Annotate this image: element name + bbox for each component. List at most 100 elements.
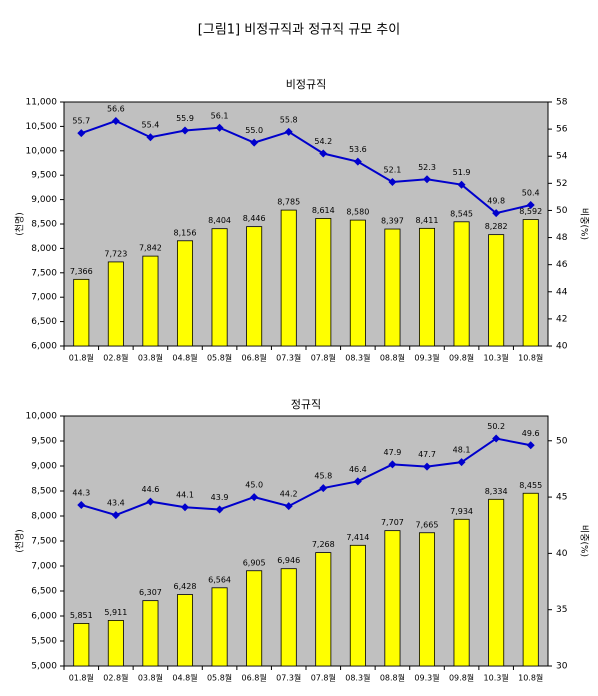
line-label: 53.6 (349, 145, 367, 154)
line (80, 119, 531, 215)
line-marker (457, 458, 466, 467)
line-marker (319, 484, 328, 493)
bar (73, 623, 90, 667)
line-marker (526, 441, 535, 450)
bar-label: 8,785 (277, 198, 300, 207)
y-tick-label: 8,000 (31, 512, 57, 522)
line-label: 55.7 (72, 117, 90, 126)
x-tick-label: 07.3월 (276, 673, 301, 683)
y-tick-label: 9,000 (31, 195, 57, 205)
x-tick-label: 01.8월 (69, 353, 94, 363)
y-tick-label: 9,500 (31, 437, 57, 447)
line-label: 44.6 (142, 485, 160, 494)
x-tick-label: 10.3월 (484, 673, 509, 683)
line-marker (492, 209, 501, 218)
bar-label: 5,911 (104, 608, 127, 617)
bar (418, 227, 436, 347)
chart-title: 정규직 (291, 398, 321, 411)
line-label: 50.4 (522, 189, 540, 198)
line-label: 54.2 (314, 137, 332, 146)
x-tick-label: 03.8월 (138, 673, 163, 683)
x-tick-label: 09.8월 (449, 353, 474, 363)
line-label: 46.4 (349, 465, 367, 474)
y2-tick-label: 30 (556, 662, 568, 672)
y-tick-label: 9,000 (31, 462, 57, 472)
bar (107, 620, 124, 667)
x-tick-label: 03.8월 (138, 353, 163, 363)
line-label: 56.1 (211, 111, 229, 120)
line-label: 45.0 (245, 481, 263, 490)
line-marker (388, 177, 397, 186)
y2-tick-label: 50 (556, 436, 568, 446)
line-label: 51.9 (453, 168, 471, 177)
y-tick-label: 10,000 (26, 412, 58, 422)
line-marker (146, 497, 155, 506)
x-tick-label: 09.3월 (414, 353, 439, 363)
line-label: 45.8 (314, 472, 332, 481)
x-tick-label: 10.3월 (484, 353, 509, 363)
y-tick-label: 5,500 (31, 637, 57, 647)
line-marker (526, 201, 535, 210)
y2-tick-label: 56 (556, 125, 568, 135)
line-label: 47.9 (384, 448, 402, 457)
line-marker (284, 502, 293, 511)
y-tick-label: 7,000 (31, 293, 57, 303)
line-marker (111, 511, 120, 520)
y2-tick-label: 44 (556, 287, 568, 297)
line-marker (111, 116, 120, 125)
bar-label: 7,665 (416, 520, 439, 529)
bar (246, 570, 263, 667)
y-tick-label: 10,500 (26, 122, 58, 132)
x-tick-label: 05.8월 (207, 673, 232, 683)
bar (349, 219, 366, 347)
y-tick-label: 11,000 (26, 98, 58, 108)
line-label: 52.1 (384, 165, 402, 174)
line-marker (181, 503, 189, 512)
line-label: 49.6 (522, 429, 540, 438)
y-tick-label: 6,500 (31, 587, 57, 597)
line-marker (284, 127, 293, 136)
bar (280, 209, 297, 347)
y2-axis-label: 비중(%) (579, 525, 590, 557)
x-tick-label: 04.8월 (172, 353, 197, 363)
line-label: 44.1 (176, 491, 194, 500)
line-label: 55.0 (245, 126, 263, 135)
bar-label: 8,592 (519, 207, 542, 216)
bar (211, 587, 228, 667)
bar-label: 8,282 (485, 222, 508, 231)
y-tick-label: 9,500 (31, 171, 57, 181)
y-tick-label: 8,500 (31, 487, 57, 497)
bar (315, 552, 332, 667)
line-marker (215, 123, 224, 132)
line-marker (215, 505, 224, 514)
x-tick-label: 08.8월 (380, 673, 405, 683)
chart-title: 비정규직 (286, 78, 326, 91)
bar-label: 6,905 (243, 558, 266, 567)
y-tick-label: 10,000 (26, 146, 58, 156)
y-tick-label: 6,000 (31, 612, 57, 622)
y2-tick-label: 40 (556, 342, 568, 352)
line-label: 43.4 (107, 499, 125, 508)
bar (246, 226, 263, 347)
x-tick-label: 05.8월 (207, 353, 232, 363)
x-tick-label: 02.8월 (103, 673, 128, 683)
bar (384, 228, 401, 347)
y2-tick-label: 46 (556, 260, 568, 270)
y-tick-label: 7,500 (31, 537, 57, 547)
bar (488, 234, 505, 347)
line-label: 52.3 (418, 163, 436, 172)
line-label: 43.9 (211, 493, 229, 502)
x-tick-label: 01.8월 (69, 673, 94, 683)
bar (280, 568, 297, 667)
y-axis-label: (천명) (15, 529, 26, 553)
line (81, 437, 531, 517)
line-marker (353, 157, 362, 166)
y-axis-label: (천명) (15, 212, 26, 236)
bar-label: 6,946 (277, 556, 300, 565)
bar-label: 7,268 (312, 540, 335, 549)
plot-area (63, 101, 549, 347)
y2-tick-label: 48 (556, 233, 568, 243)
bar (73, 278, 90, 347)
bar (522, 492, 539, 667)
bar (176, 240, 194, 347)
